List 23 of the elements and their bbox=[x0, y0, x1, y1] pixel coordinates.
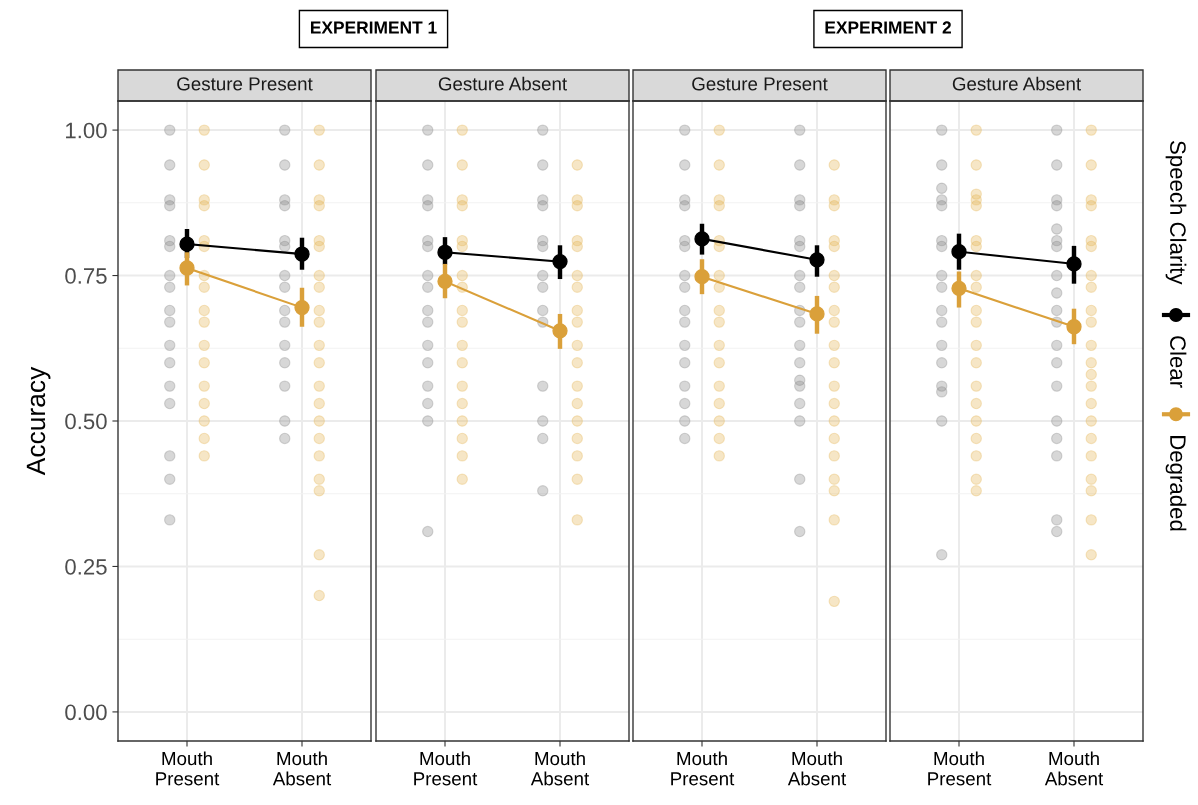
chart-title: Gesture Absent bbox=[438, 76, 567, 91]
x-tick-label: Mouth Absent bbox=[1044, 751, 1104, 786]
y-tick-label: 0.25 bbox=[65, 558, 107, 575]
chart-title: Gesture Present bbox=[692, 77, 828, 91]
x-tick-label: Mouth Present bbox=[414, 751, 478, 786]
x-tick-label: Mouth Present bbox=[156, 751, 220, 786]
y-tick-label: 0.00 bbox=[65, 704, 107, 721]
legend-label: Degraded bbox=[1165, 436, 1187, 531]
legend-title: Speech Clarity bbox=[1165, 141, 1187, 285]
y-tick-label: 0.50 bbox=[65, 413, 107, 430]
x-tick-label: Mouth Present bbox=[928, 751, 992, 786]
text: EXPERIMENT 1 bbox=[310, 21, 437, 34]
x-tick-label: Mouth Absent bbox=[787, 751, 847, 786]
text: EXPERIMENT 2 bbox=[825, 21, 951, 34]
x-tick-label: Mouth Absent bbox=[272, 751, 332, 786]
y-tick-label: 1.00 bbox=[66, 122, 107, 139]
legend-label: Clear bbox=[1170, 336, 1187, 388]
chart-title: Gesture Absent bbox=[952, 76, 1081, 91]
x-tick-label: Mouth Absent bbox=[530, 751, 590, 786]
chart-title: Gesture Present bbox=[177, 77, 313, 91]
x-tick-label: Mouth Present bbox=[671, 751, 735, 786]
y-axis-title: Accuracy bbox=[26, 366, 51, 476]
y-tick-label: 0.75 bbox=[65, 268, 107, 284]
